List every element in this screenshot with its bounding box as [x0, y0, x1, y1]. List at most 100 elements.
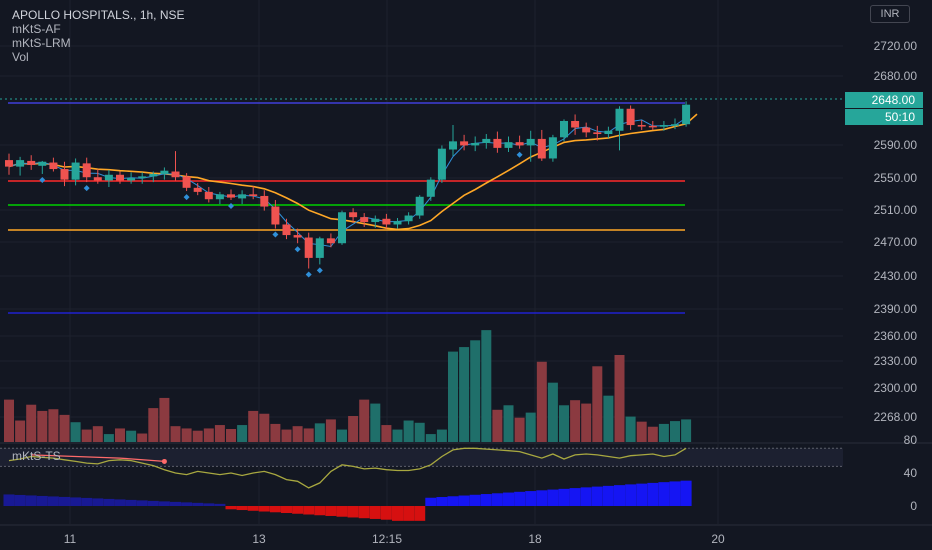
volume-bar — [37, 410, 48, 442]
candle-body — [71, 162, 80, 180]
volume-bar — [436, 429, 447, 442]
candle-body — [338, 212, 346, 244]
signal-marker — [294, 246, 301, 253]
histogram-bar — [602, 485, 614, 506]
histogram-bar — [536, 490, 548, 506]
candle-body — [404, 215, 413, 222]
indicator-label-af[interactable]: mKtS-AF — [12, 22, 61, 36]
price-axis-tick: 2680.00 — [874, 69, 918, 83]
volume-bar — [370, 403, 381, 442]
histogram-bar — [203, 503, 215, 506]
candle-body — [504, 142, 513, 148]
volume-bar — [159, 397, 170, 442]
volume-bar — [148, 408, 159, 442]
histogram-bar — [192, 502, 204, 506]
histogram-bar — [491, 493, 503, 506]
candle-body — [82, 163, 91, 178]
histogram-bar — [569, 488, 581, 506]
volume-bar — [59, 414, 70, 442]
signal-marker — [316, 267, 323, 274]
volume-bar — [303, 428, 314, 442]
histogram-bar — [214, 503, 226, 506]
time-axis-tick: 13 — [252, 532, 266, 546]
candle-body — [304, 237, 313, 258]
price-axis-tick: 2430.00 — [874, 269, 918, 283]
histogram-bar — [503, 492, 514, 506]
volume-bar — [181, 428, 192, 442]
volume-bar — [259, 413, 270, 442]
volume-bar — [15, 420, 26, 442]
volume-bar — [547, 382, 558, 442]
candle-body — [615, 108, 624, 131]
indicator-label-lrm[interactable]: mKtS-LRM — [12, 36, 71, 50]
volume-bar — [237, 425, 248, 442]
price-axis-tick: 2390.00 — [874, 302, 918, 316]
histogram-bar — [380, 506, 392, 520]
volume-bar — [70, 422, 81, 442]
histogram-bar — [403, 506, 415, 521]
candle-body — [238, 194, 247, 199]
indicator-label-vol[interactable]: Vol — [12, 50, 29, 64]
oscillator-signal-dot — [161, 458, 167, 464]
price-axis-tick: 2330.00 — [874, 354, 918, 368]
candle-body — [371, 218, 380, 223]
candle-body — [49, 162, 58, 170]
histogram-bar — [292, 506, 304, 514]
candle-body — [215, 194, 224, 200]
histogram-bar — [614, 485, 625, 506]
histogram-bar — [147, 500, 159, 506]
oscillator-signal-line — [31, 454, 165, 463]
candle-body — [349, 212, 358, 218]
candle-body — [460, 141, 469, 146]
histogram-bar — [236, 506, 248, 511]
volume-bar — [314, 423, 325, 442]
lower-axis-tick: 40 — [904, 466, 918, 480]
candle-body — [204, 191, 213, 200]
candle-body — [93, 177, 102, 181]
volume-bar — [614, 354, 625, 442]
candle-body — [482, 138, 491, 143]
volume-bar — [48, 409, 59, 442]
volume-bar — [448, 351, 458, 442]
volume-bar — [248, 410, 259, 442]
volume-bar — [226, 429, 236, 442]
candle-body — [515, 142, 524, 146]
volume-bar — [625, 416, 636, 442]
candle-body — [604, 130, 613, 135]
chart-legend: APOLLO HOSPITALS., 1h, NSE mKtS-AF mKtS-… — [12, 8, 185, 64]
currency-badge[interactable]: INR — [870, 5, 910, 23]
oscillator-band — [0, 448, 843, 467]
candle-body — [271, 206, 280, 225]
histogram-bar — [347, 506, 359, 518]
histogram-bar — [114, 499, 126, 506]
histogram-bar — [625, 484, 637, 506]
candle-body — [171, 171, 180, 178]
histogram-bar — [436, 497, 448, 506]
current-price-tag: 2648.00 — [845, 92, 923, 108]
volume-bar — [414, 422, 425, 442]
candle-body — [249, 194, 258, 196]
histogram-bar — [269, 506, 281, 513]
candle-body — [393, 221, 402, 225]
signal-marker — [39, 176, 46, 183]
price-axis-tick: 2720.00 — [874, 39, 918, 53]
histogram-bar — [458, 495, 470, 506]
volume-bar — [203, 428, 214, 442]
histogram-bar — [514, 491, 526, 506]
lower-pane-label: mKtS-TS — [12, 449, 61, 463]
candle-body — [449, 141, 457, 150]
volume-bar — [536, 361, 547, 442]
volume-bar — [459, 347, 470, 442]
histogram-bar — [225, 506, 237, 510]
histogram-bar — [469, 494, 481, 506]
histogram-bar — [480, 494, 492, 506]
time-axis-tick: 12:15 — [372, 532, 402, 546]
candle-body — [637, 125, 646, 127]
histogram-bar — [125, 499, 137, 506]
histogram-bar — [158, 501, 170, 506]
lower-axis-tick: 0 — [910, 499, 917, 513]
oscillator-line — [8, 447, 687, 489]
volume-bar — [337, 429, 347, 442]
volume-bar — [503, 405, 514, 442]
